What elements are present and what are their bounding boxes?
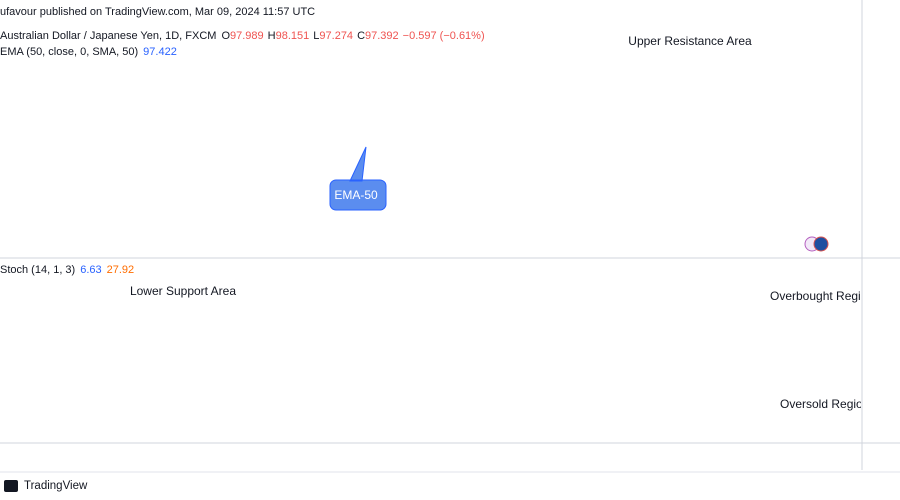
- stoch-legend: Stoch (14, 1, 3) 6.63 27.92: [0, 264, 134, 276]
- open-value: 97.989: [230, 30, 264, 42]
- ema-name: EMA (50, close, 0, SMA, 50): [0, 46, 138, 58]
- ohlc-label: H: [268, 30, 276, 42]
- stoch-k-value: 6.63: [80, 264, 101, 276]
- footer-brand: TradingView: [24, 480, 88, 492]
- annotation: Upper Resistance Area: [628, 34, 752, 48]
- annotation: Lower Support Area: [130, 284, 236, 298]
- callout-box: [329, 146, 387, 211]
- ohlc-label: L: [313, 30, 319, 42]
- ema-value: 97.422: [143, 46, 177, 58]
- stoch-d-value: 27.92: [107, 264, 135, 276]
- ema-legend: EMA (50, close, 0, SMA, 50) 97.422: [0, 46, 177, 58]
- stoch-title: Stoch (14, 1, 3): [0, 264, 75, 276]
- byline: ufavour published on TradingView.com, Ma…: [0, 6, 315, 18]
- close-value: 97.392: [365, 30, 399, 42]
- ohlc-label: O: [221, 30, 230, 42]
- annotation: Overbought Region: [770, 289, 874, 303]
- annotation: EMA-50: [334, 188, 378, 202]
- ohlc-label: C: [357, 30, 365, 42]
- icon: [813, 236, 829, 252]
- logo: [4, 480, 18, 492]
- symbol: Australian Dollar / Japanese Yen, 1D, FX…: [0, 30, 216, 42]
- change: −0.597 (−0.61%): [403, 30, 485, 42]
- low-value: 97.274: [319, 30, 353, 42]
- symbol-title: Australian Dollar / Japanese Yen, 1D, FX…: [0, 30, 485, 42]
- high-value: 98.151: [276, 30, 310, 42]
- annotation: Oversold Region: [780, 397, 869, 411]
